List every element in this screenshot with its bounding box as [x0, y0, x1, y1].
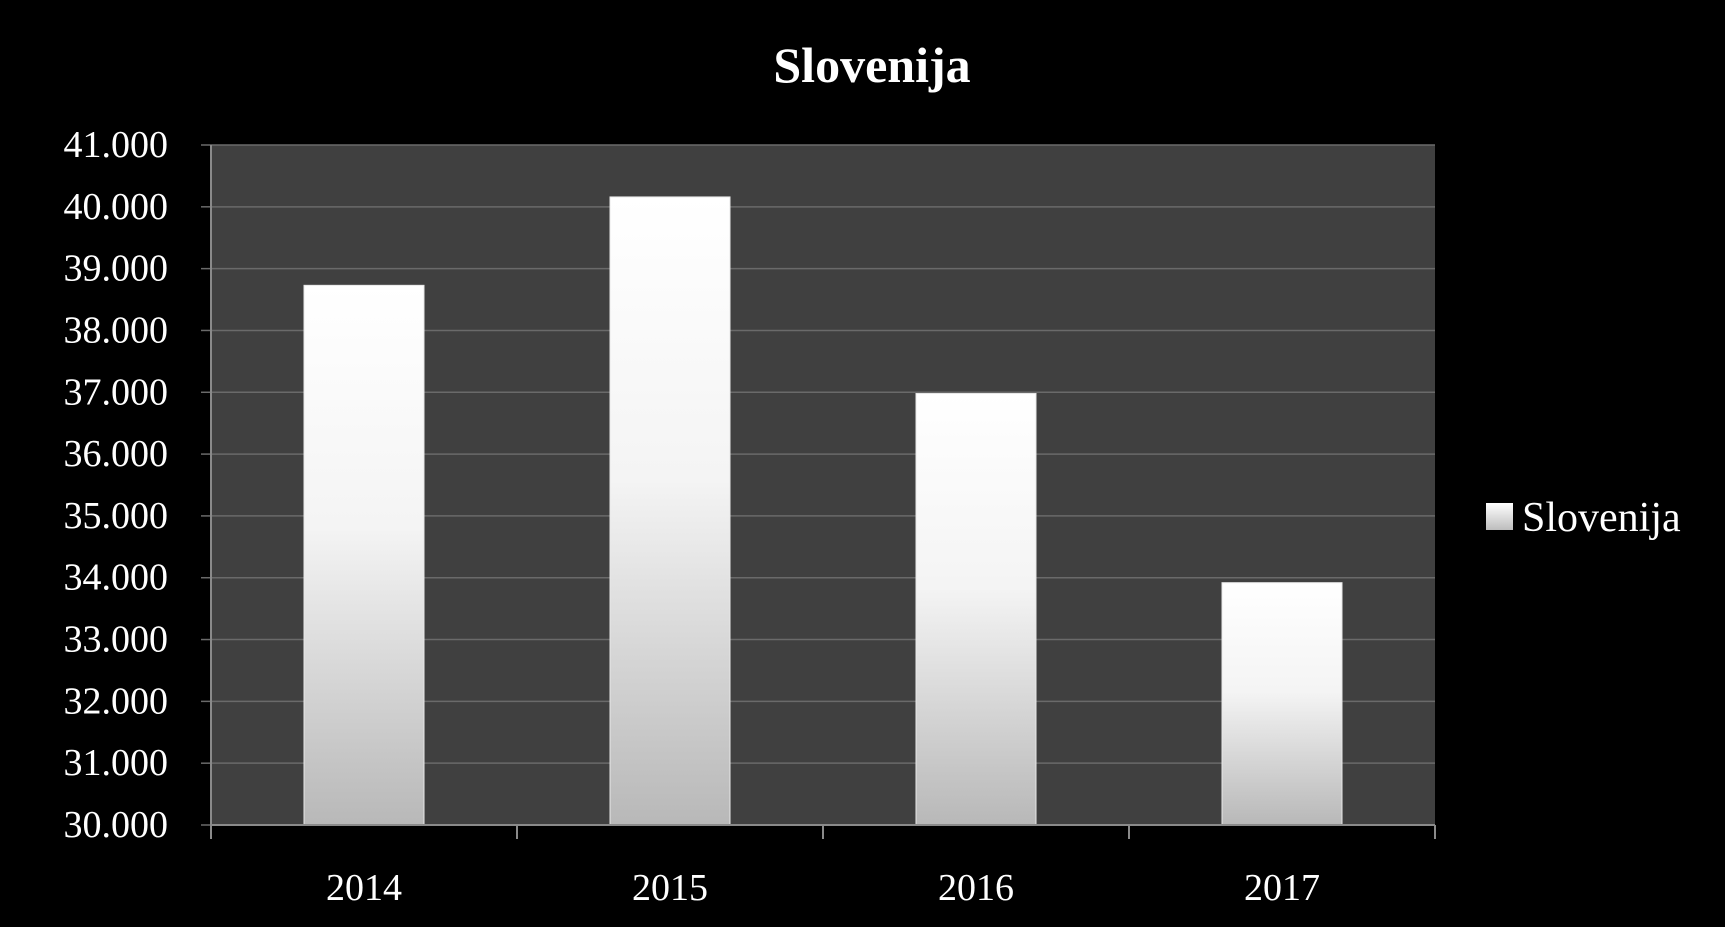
y-tick-label: 37.000 — [64, 371, 169, 413]
y-tick-label: 33.000 — [64, 619, 169, 661]
y-tick-label: 30.000 — [64, 804, 169, 846]
bar-2015 — [609, 196, 731, 826]
legend: Slovenija — [1486, 495, 1681, 541]
y-tick-label: 31.000 — [64, 742, 169, 784]
y-tick-label: 41.000 — [64, 124, 169, 166]
x-tick-label: 2015 — [632, 867, 708, 909]
x-tick-label: 2014 — [326, 867, 402, 909]
chart-title: Slovenija — [773, 37, 970, 93]
x-tick-label: 2017 — [1244, 867, 1320, 909]
y-axis-ticks: 30.000 31.000 32.000 33.000 34.000 35.000 36.0… — [64, 124, 169, 846]
bars — [303, 196, 1343, 826]
y-tick-label: 34.000 — [64, 557, 169, 599]
y-tick-label: 36.000 — [64, 433, 169, 475]
bar-2014 — [303, 284, 425, 826]
y-tick-label: 38.000 — [64, 309, 169, 351]
bar-2017 — [1221, 582, 1343, 826]
y-tick-label: 39.000 — [64, 248, 169, 290]
legend-swatch — [1486, 503, 1513, 530]
y-tick-label: 32.000 — [64, 680, 169, 722]
y-tick-label: 40.000 — [64, 186, 169, 228]
bar-2016 — [915, 393, 1037, 826]
legend-label: Slovenija — [1522, 495, 1681, 541]
x-tick-label: 2016 — [938, 867, 1014, 909]
x-axis — [210, 145, 1436, 839]
x-axis-ticks: 2014 2015 2016 2017 — [326, 867, 1320, 909]
y-tick-label: 35.000 — [64, 495, 169, 537]
